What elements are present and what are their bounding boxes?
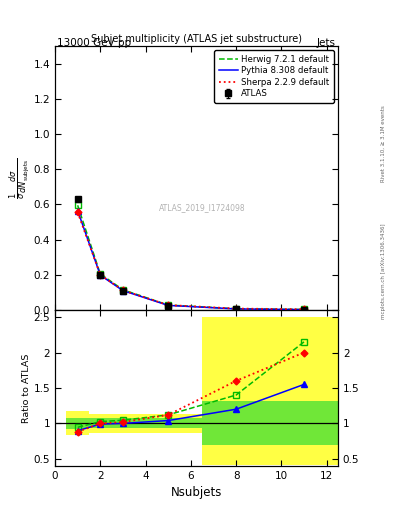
Pythia 8.308 default bbox=[98, 272, 103, 278]
Pythia 8.308 default bbox=[75, 207, 80, 214]
Text: Rivet 3.1.10, ≥ 3.1M events: Rivet 3.1.10, ≥ 3.1M events bbox=[381, 105, 386, 182]
Herwig 7.2.1 default bbox=[98, 271, 103, 277]
Line: Herwig 7.2.1 default: Herwig 7.2.1 default bbox=[78, 205, 304, 309]
Y-axis label: Ratio to ATLAS: Ratio to ATLAS bbox=[22, 353, 31, 422]
Pythia 8.308 default bbox=[234, 306, 239, 312]
Title: Subjet multiplicity (ATLAS jet substructure): Subjet multiplicity (ATLAS jet substruct… bbox=[91, 34, 302, 44]
Sherpa 2.2.9 default bbox=[302, 306, 307, 312]
Text: ATLAS_2019_I1724098: ATLAS_2019_I1724098 bbox=[159, 203, 246, 211]
Line: Sherpa 2.2.9 default: Sherpa 2.2.9 default bbox=[78, 212, 304, 309]
Sherpa 2.2.9 default bbox=[98, 272, 103, 278]
Herwig 7.2.1 default bbox=[75, 202, 80, 208]
Herwig 7.2.1 default bbox=[166, 302, 171, 308]
Pythia 8.308 default bbox=[302, 307, 307, 313]
Herwig 7.2.1 default bbox=[302, 306, 307, 312]
Legend: Herwig 7.2.1 default, Pythia 8.308 default, Sherpa 2.2.9 default, ATLAS: Herwig 7.2.1 default, Pythia 8.308 defau… bbox=[215, 50, 334, 103]
Sherpa 2.2.9 default bbox=[234, 306, 239, 312]
Sherpa 2.2.9 default bbox=[166, 302, 171, 308]
Sherpa 2.2.9 default bbox=[121, 287, 125, 293]
Text: 13000 GeV pp: 13000 GeV pp bbox=[57, 38, 131, 49]
Herwig 7.2.1 default bbox=[234, 306, 239, 312]
Pythia 8.308 default bbox=[166, 302, 171, 308]
Text: Jets: Jets bbox=[317, 38, 336, 49]
Pythia 8.308 default bbox=[121, 288, 125, 294]
Text: mcplots.cern.ch [arXiv:1306.3436]: mcplots.cern.ch [arXiv:1306.3436] bbox=[381, 224, 386, 319]
Line: Pythia 8.308 default: Pythia 8.308 default bbox=[78, 210, 304, 310]
Y-axis label: $\frac{1}{\sigma}\frac{d\sigma}{dN_\mathrm{subjets}}$: $\frac{1}{\sigma}\frac{d\sigma}{dN_\math… bbox=[7, 158, 31, 199]
Herwig 7.2.1 default bbox=[121, 287, 125, 293]
Sherpa 2.2.9 default bbox=[75, 209, 80, 216]
X-axis label: Nsubjets: Nsubjets bbox=[171, 486, 222, 499]
